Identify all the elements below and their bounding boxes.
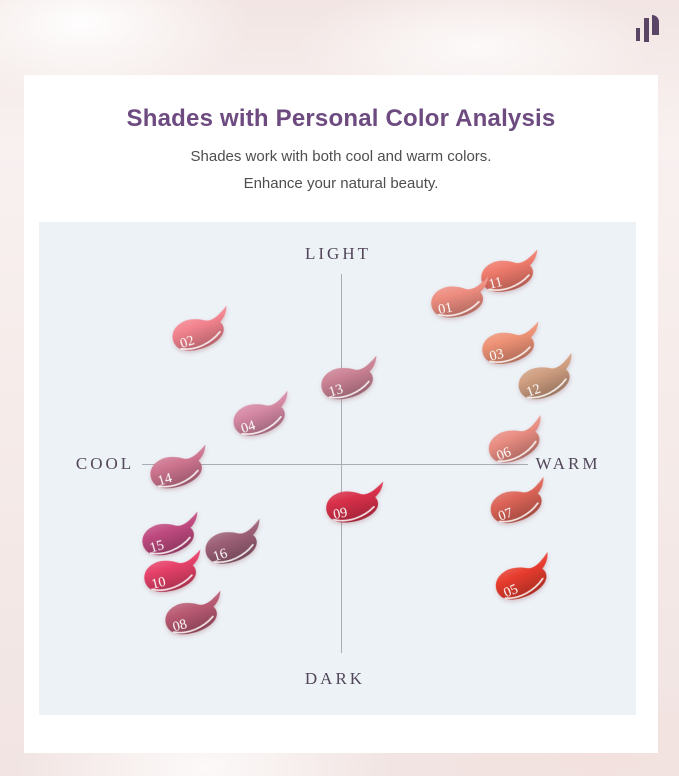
logo-bar-tall [644,18,649,42]
swatch-shine [526,378,567,399]
axis-label-cool: COOL [75,454,135,473]
swatch-number: 05 [501,581,520,601]
shade-swatch-13: 13 [312,352,387,411]
swatch-number: 07 [496,505,515,525]
swatch-shine [157,469,199,488]
swatch-blob [495,551,548,600]
subtitle-line-1: Shades work with both cool and warm colo… [190,148,492,165]
subtitle: Shades work with both cool and warm colo… [24,143,658,197]
quadrant-panel: LIGHT DARK COOL WARM 11 01 02 03 12 13 04 06 14 0… [39,222,636,715]
swatch-shine [437,301,480,317]
content-card: Shades with Personal Color Analysis Shad… [24,75,658,753]
brand-logo-icon [636,15,662,45]
swatch-shine [489,346,531,363]
swatch-number: 16 [211,545,229,565]
swatch-shine [332,506,375,522]
shade-swatch-09: 09 [319,479,392,534]
shade-swatch-05: 05 [485,549,564,614]
swatch-number: 14 [156,470,174,489]
swatch-number: 06 [494,444,513,464]
shade-swatch-04: 04 [224,387,300,448]
swatch-blob [233,390,288,436]
swatch-number: 08 [171,616,189,635]
shade-swatch-16: 16 [196,515,272,576]
shade-swatch-06: 06 [478,412,557,477]
logo-bar-flag [652,15,659,35]
shade-swatch-14: 14 [141,441,216,500]
shade-swatch-10: 10 [136,547,210,604]
axis-vertical-line [341,274,342,653]
swatch-number: 10 [150,574,168,593]
shade-swatch-01: 01 [424,274,497,329]
swatch-shine [488,274,530,291]
shade-swatch-15: 15 [133,508,208,567]
shade-swatch-12: 12 [508,349,586,412]
swatch-shine [172,615,214,634]
swatch-blob [488,414,541,463]
swatch-number: 01 [437,299,454,318]
swatch-shine [213,544,254,563]
shade-swatch-02: 02 [163,302,239,363]
page-title: Shades with Personal Color Analysis [126,105,556,132]
swatch-shine [498,502,539,523]
swatch-number: 02 [178,332,196,352]
swatch-blob [490,476,544,524]
shade-swatch-07: 07 [480,473,558,536]
swatch-shine [504,577,544,599]
swatch-shine [151,574,193,591]
swatch-number: 09 [332,504,349,523]
swatch-blob [172,305,227,351]
axis-horizontal-line [142,464,528,465]
swatch-number: 11 [487,274,504,293]
shade-swatch-11: 11 [473,247,547,304]
axis-label-light: LIGHT [305,244,371,263]
swatch-shine [497,440,537,462]
shade-swatch-03: 03 [474,319,548,376]
axis-label-dark: DARK [304,669,366,688]
swatch-blob [205,518,260,564]
swatch-shine [241,416,282,435]
swatch-number: 04 [239,417,257,437]
swatch-shine [328,380,370,399]
axis-label-warm: WARM [535,454,601,473]
swatch-number: 13 [327,381,345,400]
logo-bar-short [636,28,640,41]
swatch-number: 15 [148,537,166,556]
shade-swatch-08: 08 [156,587,231,646]
swatch-number: 03 [488,346,506,365]
subtitle-line-2: Enhance your natural beauty. [243,175,439,192]
swatch-shine [149,536,191,555]
swatch-shine [180,331,221,350]
swatch-number: 12 [524,381,543,401]
